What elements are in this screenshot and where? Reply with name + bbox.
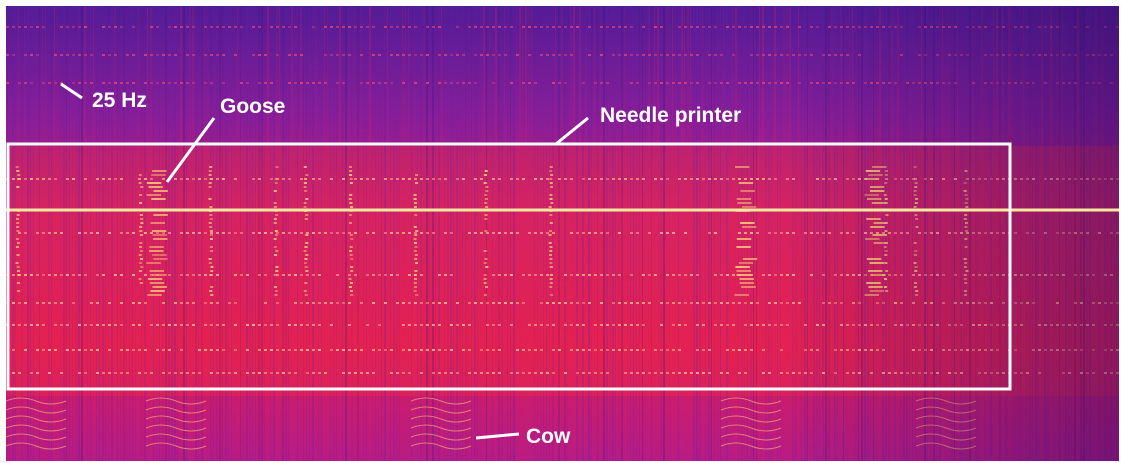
- needle-printer-box: [6, 142, 1012, 391]
- spectrogram-image: 25 Hz Goose Needle printer Cow: [6, 6, 1119, 461]
- goose-pointer: [165, 117, 216, 183]
- freq-marker-label: 25 Hz: [92, 89, 147, 112]
- needle-printer-pointer: [555, 116, 589, 146]
- spectrogram-right-fade: [6, 6, 1119, 461]
- cow-label: Cow: [526, 425, 571, 448]
- freq-marker-pointer: [60, 82, 83, 100]
- cow-pointer: [475, 432, 520, 440]
- needle-printer-label: Needle printer: [600, 104, 741, 127]
- goose-label: Goose: [220, 95, 285, 118]
